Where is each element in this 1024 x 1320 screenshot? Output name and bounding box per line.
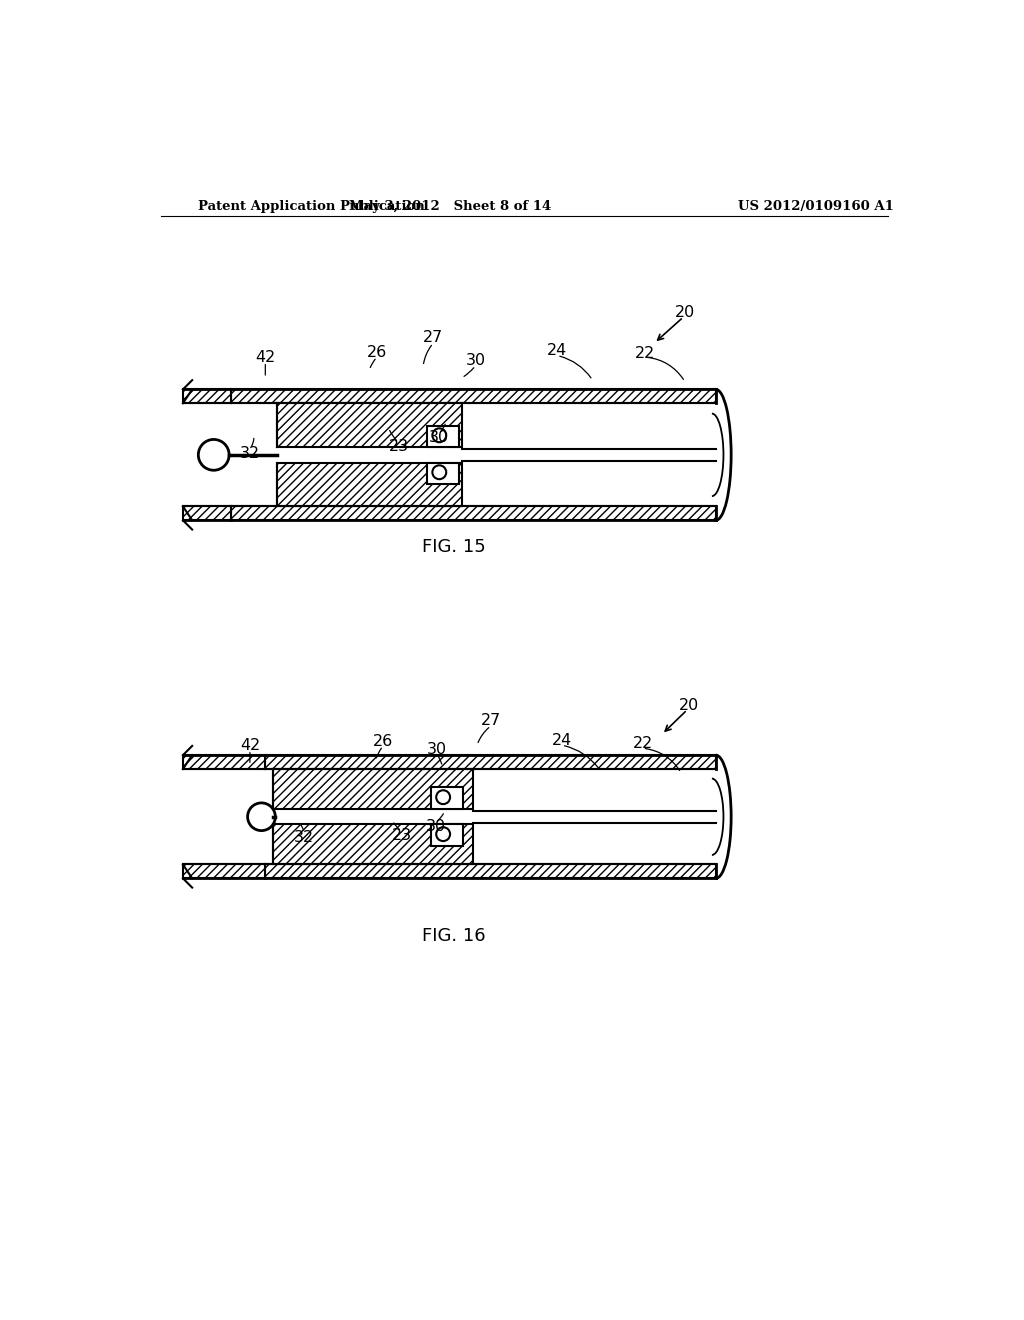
Text: 32: 32 [294,830,314,845]
Text: 42: 42 [255,350,275,364]
Bar [431,825,463,846]
Circle shape [432,429,446,442]
Bar [276,404,462,447]
Text: 24: 24 [547,343,567,359]
Text: 20: 20 [679,697,699,713]
Text: 23: 23 [388,438,409,454]
Bar [273,770,473,809]
Circle shape [199,440,229,470]
Text: 26: 26 [367,345,387,360]
Text: 27: 27 [423,330,443,346]
Text: Patent Application Publication: Patent Application Publication [199,199,425,213]
Bar [276,462,462,507]
Bar [183,755,265,770]
Text: 30: 30 [425,820,445,834]
Text: 30: 30 [427,742,447,758]
Text: May 3, 2012   Sheet 8 of 14: May 3, 2012 Sheet 8 of 14 [349,199,551,213]
Bar [273,825,473,865]
Text: 32: 32 [240,446,260,461]
Circle shape [432,466,446,479]
Text: 30: 30 [466,354,485,368]
Circle shape [436,791,451,804]
Text: 22: 22 [633,737,652,751]
Bar [427,462,460,484]
Text: 42: 42 [240,738,260,752]
Text: FIG. 16: FIG. 16 [422,927,485,945]
Bar [230,389,716,404]
Circle shape [436,828,451,841]
Bar [431,788,463,809]
Text: 22: 22 [635,346,655,360]
Bar [265,755,716,770]
Text: FIG. 15: FIG. 15 [422,539,485,556]
Text: 23: 23 [391,828,412,842]
Text: 24: 24 [552,733,571,748]
Text: 20: 20 [675,305,695,319]
Text: 26: 26 [373,734,393,748]
Circle shape [248,803,275,830]
Text: US 2012/0109160 A1: US 2012/0109160 A1 [738,199,894,213]
Bar [183,865,265,878]
Bar [230,507,716,520]
Bar [265,865,716,878]
Bar [183,389,230,404]
Text: 27: 27 [481,713,501,729]
Bar [427,425,460,447]
Text: 30: 30 [428,430,449,445]
Bar [183,507,230,520]
